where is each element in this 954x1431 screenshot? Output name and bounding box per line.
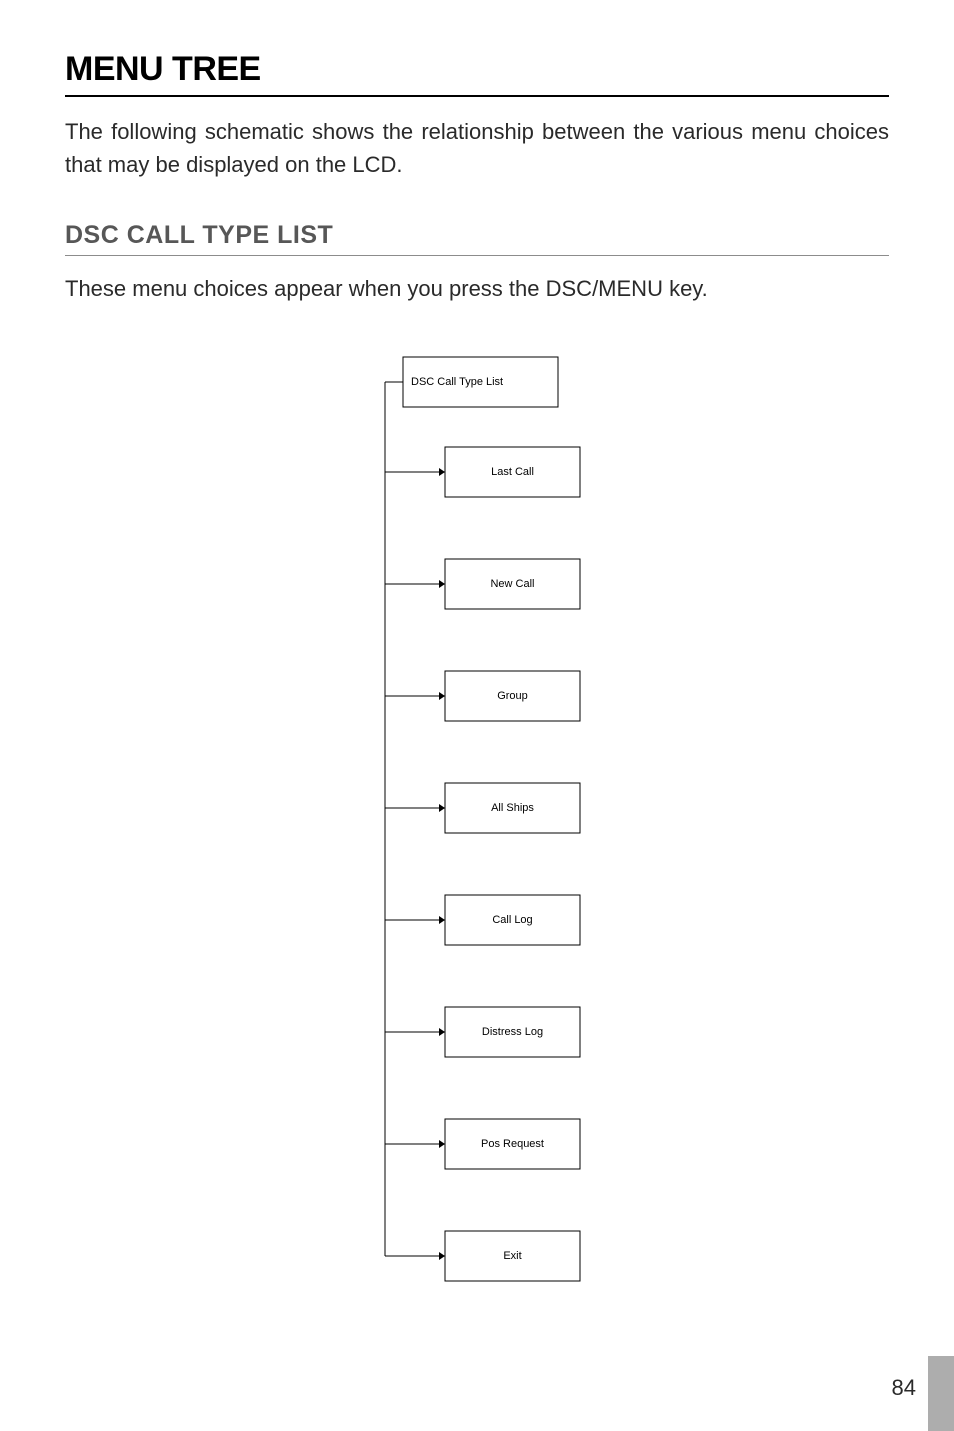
page-tab (928, 1356, 954, 1431)
menu-tree-diagram: DSC Call Type List Last Call New Call Group… (65, 337, 889, 1297)
svg-text:DSC Call Type List: DSC Call Type List (411, 376, 503, 388)
section-rule (65, 255, 889, 256)
title-rule (65, 95, 889, 97)
section-title: DSC CALL TYPE LIST (65, 221, 889, 250)
page-number: 84 (892, 1375, 916, 1401)
svg-text:Exit: Exit (503, 1250, 521, 1262)
svg-text:All Ships: All Ships (491, 802, 534, 814)
section-text: These menu choices appear when you press… (65, 276, 889, 302)
svg-text:Distress Log: Distress Log (482, 1026, 543, 1038)
page-title: MENU TREE (65, 50, 889, 89)
svg-text:Pos Request: Pos Request (481, 1138, 544, 1150)
svg-text:Group: Group (497, 690, 528, 702)
tree-svg: DSC Call Type List Last Call New Call Group… (65, 337, 889, 1297)
svg-text:Last Call: Last Call (491, 466, 534, 478)
intro-text: The following schematic shows the relati… (65, 115, 889, 181)
svg-text:New Call: New Call (490, 578, 534, 590)
svg-text:Call Log: Call Log (492, 914, 532, 926)
